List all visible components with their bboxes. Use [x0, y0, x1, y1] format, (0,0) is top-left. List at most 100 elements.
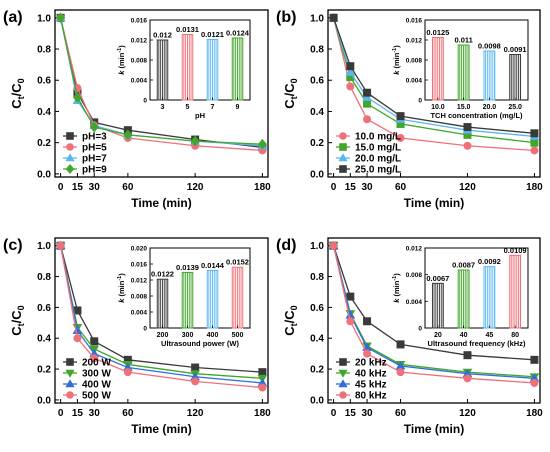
inset-bar-hatch: [183, 34, 192, 100]
inset-bar-hatch: [233, 38, 242, 100]
data-point: [530, 138, 539, 147]
series-line-3: [332, 245, 535, 384]
data-point: [258, 368, 267, 377]
y-axis-label-sub-0: 0: [16, 305, 26, 310]
plot-frame: [54, 9, 269, 178]
x-tick-label: 120: [187, 408, 204, 419]
x-tick-label: 0: [331, 182, 337, 193]
y-tick-label: 0.0: [310, 169, 324, 180]
inset-bar-hatch: [183, 272, 192, 328]
data-point: [123, 368, 132, 377]
inset-y-tick-label: 0.020: [131, 246, 148, 253]
inset-y-label-exp: -1: [392, 276, 398, 281]
inset-y-tick-label: 0.008: [131, 294, 148, 301]
y-tick-label: 0.8: [310, 272, 324, 283]
legend-label: 10.0 mg/L: [355, 132, 401, 143]
data-point: [363, 99, 372, 108]
legend-marker: [339, 358, 347, 366]
legend-marker: [66, 358, 74, 366]
series-line-3: [332, 17, 535, 134]
inset-y-tick-label: 0.004: [131, 78, 148, 85]
inset-x-tick-label: 10.0: [431, 104, 445, 111]
inset-y-label-close: ): [117, 45, 126, 48]
y-tick-label: 1.0: [37, 13, 51, 24]
inset-y-label-k: k: [392, 70, 401, 75]
data-point: [346, 317, 355, 326]
y-tick-label: 0.2: [310, 365, 324, 376]
inset-y-tick-label: 0: [143, 98, 147, 105]
x-tick-label: 180: [254, 408, 271, 419]
inset-x-axis-label: TCH concentration (mg/L): [430, 111, 523, 120]
y-axis-label-sub-t: t: [16, 323, 26, 326]
plot-frame: [327, 9, 541, 178]
y-tick-label: 0.8: [310, 45, 324, 56]
data-point: [530, 378, 539, 387]
legend-label: 200 W: [82, 358, 111, 369]
legend-marker: [338, 379, 348, 388]
panel-label: (b): [276, 9, 296, 26]
inset-value-label: 0.0152: [226, 258, 249, 267]
y-tick-label: 0.6: [310, 303, 324, 314]
inset-y-label-close: ): [392, 273, 401, 276]
series-line-0: [59, 17, 263, 148]
inset-y-label-exp: -1: [392, 48, 398, 53]
y-axis-label: Ct/C0: [9, 78, 26, 108]
inset-y-tick-label: 0.004: [406, 78, 423, 85]
inset-value-label: 0.0087: [452, 261, 475, 270]
inset-bar-hatch: [459, 270, 470, 328]
legend-label: 20.0 mg/L: [355, 154, 401, 165]
x-axis-label: Time (min): [404, 422, 464, 436]
x-tick-label: 180: [254, 182, 271, 193]
x-tick-label: 60: [395, 182, 407, 193]
series-line-0: [332, 245, 535, 361]
y-tick-label: 0.0: [37, 395, 51, 406]
inset-y-tick-label: 0: [143, 326, 147, 333]
legend-label: pH=9: [82, 165, 107, 176]
inset-x-tick-label: 5: [186, 104, 190, 111]
inset-y-label-k: k: [117, 70, 126, 75]
inset-value-label: 0.0125: [426, 28, 449, 37]
inset-x-tick-label: 3: [161, 104, 165, 111]
inset-y-axis-label: k (min-1): [117, 273, 126, 303]
data-point: [72, 325, 83, 334]
x-tick-label: 15: [72, 182, 84, 193]
inset-y-tick-label: 0.008: [406, 272, 423, 279]
legend-marker: [66, 132, 74, 140]
inset-y-axis-label: k (min-1): [392, 45, 401, 75]
y-tick-label: 0.2: [37, 138, 51, 149]
data-point: [258, 383, 267, 392]
y-axis-label-sub-0: 0: [289, 305, 299, 310]
data-point: [463, 351, 472, 360]
legend-marker: [338, 153, 348, 162]
inset-bar-hatch: [158, 279, 167, 328]
inset-x-tick-label: 20.0: [483, 104, 497, 111]
data-point: [530, 355, 539, 364]
y-tick-label: 0.6: [37, 76, 51, 87]
legend-marker: [339, 143, 347, 151]
legend-label: pH=5: [82, 143, 107, 154]
y-tick-label: 0.2: [37, 365, 51, 376]
inset-bar-chart: 0 0.004 0.008 0.012 0.016 0.020 0.0122 200 0.013…: [117, 246, 251, 348]
inset-x-tick-label: 7: [211, 104, 215, 111]
inset-value-label: 0.0124: [226, 29, 250, 38]
x-tick-label: 30: [89, 182, 101, 193]
inset-bar-hatch: [208, 270, 217, 328]
panel-label: (a): [3, 9, 23, 26]
y-axis-label: Ct/C0: [282, 78, 299, 108]
y-tick-label: 0.4: [37, 107, 51, 118]
y-axis-label-slash: /C: [9, 310, 24, 324]
x-tick-label: 0: [58, 182, 64, 193]
inset-x-tick-label: 25.0: [508, 104, 522, 111]
legend-label: 500 W: [82, 391, 111, 402]
y-axis-label-c: C: [9, 326, 24, 336]
inset-y-tick-label: 0: [418, 98, 422, 105]
data-point: [329, 241, 338, 250]
data-point: [191, 377, 200, 386]
inset-y-label-close: ): [392, 45, 401, 48]
data-point: [346, 292, 355, 301]
inset-y-tick-label: 0.012: [131, 38, 148, 45]
x-axis-label: Time (min): [131, 196, 191, 210]
inset-x-tick-label: 400: [207, 332, 219, 339]
inset-y-tick-label: 0.016: [131, 262, 148, 269]
y-axis-label-sub-0: 0: [16, 78, 26, 83]
